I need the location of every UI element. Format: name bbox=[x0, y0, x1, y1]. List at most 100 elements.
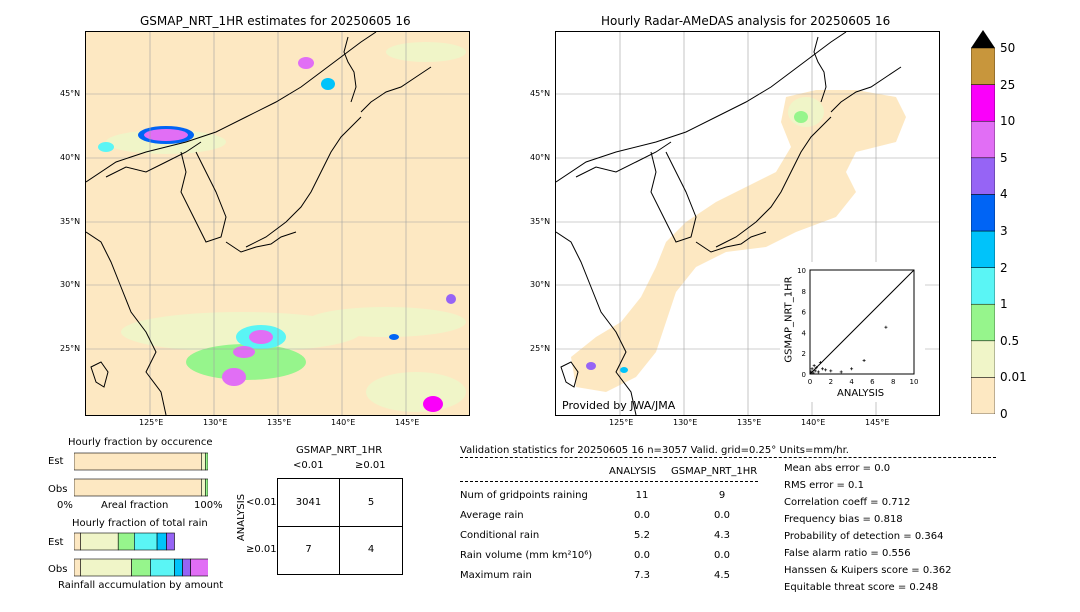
left-lon-label: 130°E bbox=[203, 418, 228, 427]
scatter-xtick: 4 bbox=[849, 378, 854, 386]
left-lat-label: 30°N bbox=[60, 280, 81, 289]
scatter-point bbox=[813, 369, 817, 373]
radar-rain-patch bbox=[788, 97, 824, 127]
validation-score: Probability of detection = 0.364 bbox=[784, 531, 944, 542]
colorbar-label: 2 bbox=[1000, 260, 1008, 275]
colorbar-svg bbox=[970, 30, 996, 415]
colorbar-segment bbox=[970, 84, 996, 122]
total-rain-est-label: Est bbox=[48, 537, 64, 548]
validation-row-label: Num of gridpoints raining bbox=[460, 490, 588, 501]
stacked-bar-segment bbox=[190, 558, 222, 577]
left-lon-label: 145°E bbox=[395, 418, 420, 427]
colorbar-label: 5 bbox=[1000, 150, 1008, 165]
stacked-bar-segment bbox=[133, 532, 158, 551]
left-rain-patches bbox=[98, 42, 466, 412]
colorbar-label: 50 bbox=[1000, 41, 1016, 55]
scatter-xtick: 8 bbox=[891, 378, 895, 386]
right-lon-label: 140°E bbox=[801, 418, 826, 427]
scatter-point bbox=[811, 371, 815, 375]
scatter-ytick: 10 bbox=[797, 267, 806, 275]
validation-row-gsmap: 0.0 bbox=[714, 550, 730, 561]
validation-score: False alarm ratio = 0.556 bbox=[784, 548, 911, 559]
right-lon-label: 135°E bbox=[737, 418, 762, 427]
validation-row-gsmap: 0.0 bbox=[714, 510, 730, 521]
scatter-point bbox=[809, 370, 813, 374]
scatter-point bbox=[812, 364, 816, 368]
left-map-svg bbox=[86, 32, 469, 415]
contingency-table: 3041 5 7 4 bbox=[277, 478, 403, 575]
left-map bbox=[85, 31, 470, 416]
right-lat-label: 35°N bbox=[530, 217, 551, 226]
colorbar-label: 0.01 bbox=[1000, 370, 1027, 385]
validation-score: Mean abs error = 0.0 bbox=[784, 463, 891, 474]
scatter-ytick: 4 bbox=[802, 329, 807, 337]
validation-subdivider bbox=[460, 481, 758, 482]
stacked-bar-segment bbox=[166, 532, 175, 551]
validation-row-analysis: 5.2 bbox=[634, 530, 650, 541]
left-lon-label: 140°E bbox=[331, 418, 356, 427]
left-coastlines bbox=[86, 32, 432, 415]
scatter-point bbox=[814, 366, 818, 370]
total-rain-title: Hourly fraction of total rain bbox=[72, 518, 208, 529]
occurrence-tick-100: 100% bbox=[194, 500, 223, 511]
stacked-bar-segment bbox=[156, 532, 167, 551]
stacked-bar-segment bbox=[131, 558, 151, 577]
stacked-bar-segment bbox=[73, 478, 202, 497]
scatter-plot: 00 2 2 4 4 6 6 8 8 10 10 bbox=[797, 267, 919, 386]
stacked-bar-segment bbox=[174, 558, 183, 577]
scatter-ylabel: GSMAP_NRT_1HR bbox=[783, 276, 795, 363]
scatter-point bbox=[829, 369, 833, 373]
stacked-bar-segment bbox=[205, 478, 209, 497]
validation-row-analysis: 11 bbox=[635, 490, 649, 501]
scatter-point bbox=[810, 367, 814, 371]
validation-row-analysis: 7.3 bbox=[634, 570, 650, 581]
radar-rain-patch bbox=[586, 362, 596, 370]
contingency-title: GSMAP_NRT_1HR bbox=[296, 445, 383, 456]
contingency-cell: 3041 bbox=[295, 497, 322, 508]
total-rain-obs-label: Obs bbox=[48, 564, 68, 575]
validation-row-label: Maximum rain bbox=[460, 570, 532, 581]
right-lon-label: 125°E bbox=[609, 418, 634, 427]
scatter-ytick: 0 bbox=[802, 371, 806, 379]
validation-row-gsmap: 9 bbox=[718, 490, 726, 501]
stacked-bar-segment bbox=[182, 558, 191, 577]
validation-score: Equitable threat score = 0.248 bbox=[784, 582, 939, 593]
stacked-bar-segment bbox=[73, 532, 81, 551]
validation-score: RMS error = 0.1 bbox=[784, 480, 864, 491]
stacked-bar-segment bbox=[80, 558, 132, 577]
stacked-bar-segment bbox=[201, 452, 206, 471]
left-lon-label: 135°E bbox=[267, 418, 292, 427]
total-rain-chart bbox=[73, 532, 222, 578]
validation-row-label: Rain volume (mm km²10⁶) bbox=[460, 550, 593, 561]
scatter-ytick: 8 bbox=[802, 288, 806, 296]
left-lat-label: 40°N bbox=[60, 153, 81, 162]
scatter-point bbox=[884, 325, 888, 329]
validation-col-analysis: ANALYSIS bbox=[609, 466, 657, 477]
left-lat-label: 45°N bbox=[60, 89, 81, 98]
right-map-svg bbox=[556, 32, 939, 415]
validation-row-analysis: 0.0 bbox=[634, 550, 650, 561]
scatter-point bbox=[850, 367, 854, 371]
validation-header: Validation statistics for 20250605 16 n=… bbox=[460, 445, 849, 456]
scatter-xtick: 10 bbox=[910, 378, 919, 386]
colorbar-label: 0 bbox=[1000, 407, 1008, 421]
colorbar-label: 4 bbox=[1000, 187, 1008, 202]
stacked-bar-segment bbox=[205, 452, 209, 471]
radar-rain-patch bbox=[794, 111, 808, 123]
scatter-ytick: 2 bbox=[802, 350, 806, 358]
right-lon-label: 145°E bbox=[865, 418, 890, 427]
scatter-xtick: 6 bbox=[870, 378, 875, 386]
scatter-point bbox=[820, 367, 824, 371]
radar-coverage bbox=[571, 90, 906, 392]
scatter-point bbox=[862, 358, 866, 362]
right-map-title: Hourly Radar-AMeDAS analysis for 2025060… bbox=[601, 14, 891, 28]
colorbar-segment bbox=[970, 340, 996, 378]
occurrence-xlabel: Areal fraction bbox=[101, 500, 169, 511]
colorbar-label: 1 bbox=[1000, 297, 1008, 312]
scatter-xtick: 0 bbox=[808, 378, 812, 386]
right-lat-label: 25°N bbox=[530, 344, 551, 353]
colorbar-label: 10 bbox=[1000, 114, 1016, 129]
colorbar-label: 0.5 bbox=[1000, 333, 1020, 348]
scatter-xtick: 2 bbox=[829, 378, 833, 386]
colorbar-segment bbox=[970, 303, 996, 342]
